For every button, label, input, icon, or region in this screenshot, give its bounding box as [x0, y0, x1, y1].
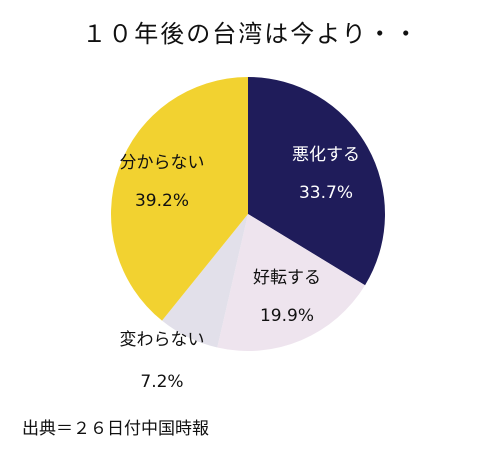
- pie-slice: [162, 214, 248, 348]
- pie-slice: [248, 76, 386, 286]
- slice-label: 変わらない: [120, 330, 205, 350]
- slice-label: 悪化する: [292, 145, 360, 165]
- source-note: 出典＝２６日付中国時報: [22, 419, 209, 439]
- chart-title: １０年後の台湾は今より・・: [82, 20, 420, 48]
- pie-slice: [217, 214, 366, 352]
- slice-label: 分からない: [120, 153, 205, 173]
- slice-value-label: 39.2%: [135, 191, 189, 211]
- slice-value-label: 19.9%: [260, 306, 314, 326]
- slice-label: 好転する: [253, 268, 321, 288]
- slice-value-label: 33.7%: [299, 183, 353, 203]
- pie-slice: [111, 77, 248, 321]
- slice-value-label: 7.2%: [140, 372, 183, 392]
